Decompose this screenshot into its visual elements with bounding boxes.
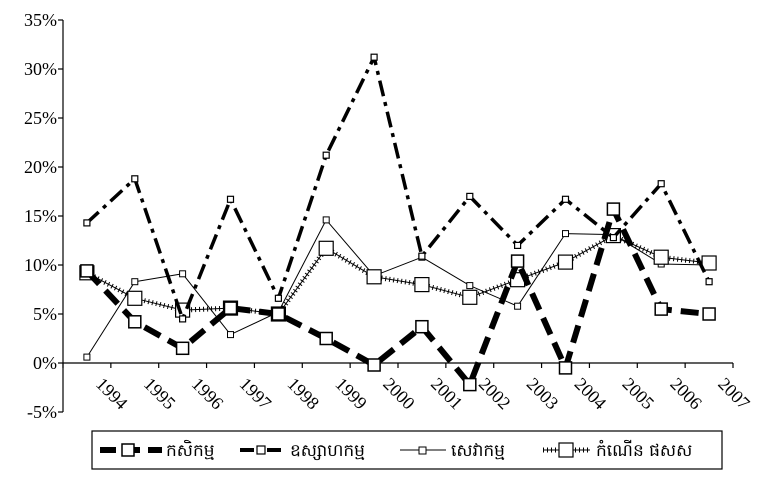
data-point xyxy=(227,331,234,339)
x-tick-label: 1999 xyxy=(331,374,371,414)
x-tick-label: 2006 xyxy=(666,374,706,414)
y-tick-label: 25% xyxy=(24,108,57,128)
data-point xyxy=(414,277,430,293)
data-point xyxy=(466,192,474,200)
legend: កសិកម្ម ឧស្សាហកម្ម សេវាកម្ម កំណើន ផសស xyxy=(91,430,723,470)
x-tick-label: 2007 xyxy=(714,374,754,414)
y-tick-label: 35% xyxy=(24,10,57,30)
y-tick-label: -5% xyxy=(27,402,57,422)
y-tick-label: 15% xyxy=(24,206,57,226)
data-point xyxy=(705,278,713,286)
data-point xyxy=(701,255,717,271)
data-point xyxy=(462,289,478,305)
y-tick-label: 5% xyxy=(33,304,57,324)
data-point xyxy=(179,315,187,323)
x-tick-label: 1997 xyxy=(236,374,276,414)
x-tick-label: 2004 xyxy=(571,374,611,414)
y-tick-label: 0% xyxy=(33,353,57,373)
legend-label-gdp-growth: កំណើន ផសស xyxy=(596,439,692,461)
data-point xyxy=(274,294,282,302)
data-point xyxy=(558,361,573,375)
data-point xyxy=(562,230,569,238)
data-point xyxy=(131,278,139,286)
y-tick-label: 10% xyxy=(24,255,57,275)
legend-marker-industry xyxy=(256,445,266,455)
data-point xyxy=(514,302,522,310)
data-point xyxy=(606,202,621,216)
data-point xyxy=(561,195,570,203)
x-tick-label: 2002 xyxy=(475,374,515,414)
data-point xyxy=(127,290,143,306)
legend-label-agriculture: កសិកម្ម xyxy=(166,439,215,461)
data-point xyxy=(131,175,139,183)
legend-label-services: សេវាកម្ម xyxy=(451,441,505,461)
data-point xyxy=(175,341,190,356)
data-point xyxy=(83,219,91,227)
data-point xyxy=(271,307,286,321)
legend-item-industry: ឧស្សាហកម្ម xyxy=(240,441,365,461)
series-line-hatch xyxy=(85,232,710,317)
data-point xyxy=(654,302,668,316)
data-point xyxy=(513,241,522,249)
legend-item-agriculture: កសិកម្ម xyxy=(100,439,215,461)
data-point xyxy=(367,358,381,372)
data-point xyxy=(702,307,716,321)
axes-layer xyxy=(58,19,734,413)
data-point xyxy=(319,331,333,346)
data-point xyxy=(322,216,330,224)
legend-box xyxy=(91,430,723,470)
data-point xyxy=(322,151,330,159)
x-tick-label: 1996 xyxy=(188,374,228,414)
data-point xyxy=(370,53,378,61)
data-point xyxy=(223,301,238,315)
y-tick-label: 20% xyxy=(24,157,57,177)
data-point xyxy=(466,282,474,290)
data-point xyxy=(657,180,665,188)
x-tick-label: 1998 xyxy=(284,374,324,414)
legend-marker-services xyxy=(418,446,427,455)
series-line xyxy=(85,55,711,321)
x-tick-label: 2005 xyxy=(619,374,659,414)
legend-item-services: សេវាកម្ម xyxy=(400,441,505,461)
x-tick-label: 2001 xyxy=(427,374,467,414)
series-3 xyxy=(79,228,717,322)
legend-marker-gdp-growth xyxy=(558,442,574,458)
legend-item-gdp-growth: កំណើន ផសស xyxy=(543,439,692,461)
data-point xyxy=(609,234,618,242)
legend-marker-agriculture xyxy=(121,443,135,457)
data-point xyxy=(510,254,525,268)
y-tick-label: 30% xyxy=(24,59,57,79)
data-point xyxy=(128,315,142,329)
series-1 xyxy=(83,53,713,323)
data-point xyxy=(463,377,477,392)
data-point xyxy=(80,264,94,278)
tick-label-layer: -5%0%5%10%15%20%25%30%35%1994 1995 1996 199… xyxy=(24,10,754,422)
data-point xyxy=(318,240,334,256)
data-point xyxy=(415,319,429,334)
data-point xyxy=(557,254,574,270)
series-0 xyxy=(80,202,716,392)
data-point xyxy=(366,269,382,285)
x-tick-label: 2003 xyxy=(523,374,563,414)
x-tick-label: 1995 xyxy=(140,374,180,414)
legend-label-industry: ឧស្សាហកម្ម xyxy=(290,441,365,461)
series-layer xyxy=(79,53,717,392)
x-tick-label: 1994 xyxy=(92,374,132,414)
x-tick-label: 2000 xyxy=(379,374,419,414)
data-point xyxy=(226,195,235,203)
series-line xyxy=(84,206,710,388)
data-point xyxy=(179,270,187,278)
data-point xyxy=(418,252,426,260)
data-point xyxy=(653,249,669,265)
data-point xyxy=(83,353,91,361)
